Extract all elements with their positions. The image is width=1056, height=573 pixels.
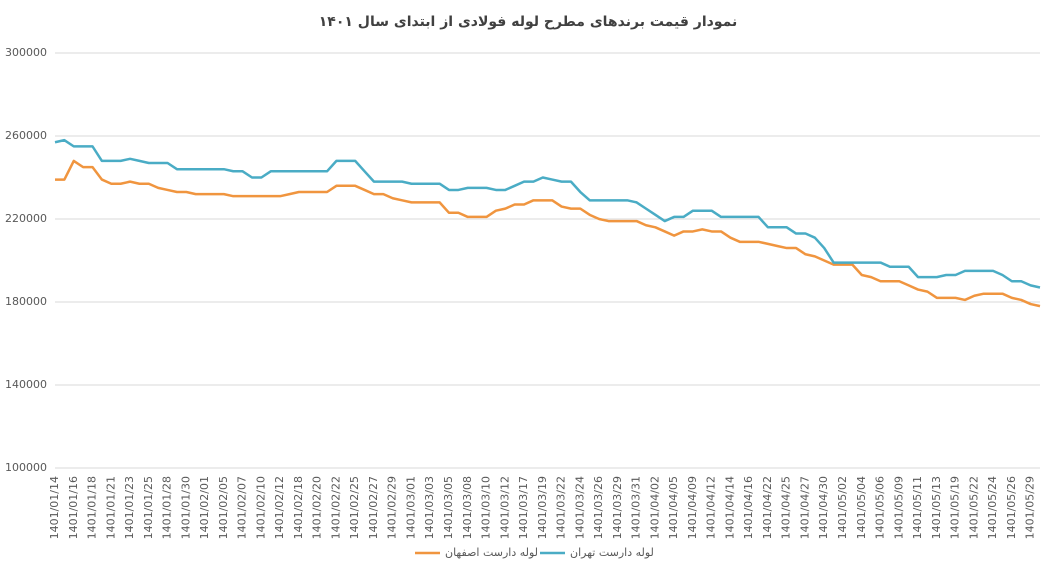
- x-tick-label: 1401/02/22: [329, 476, 342, 539]
- x-tick-label: 1401/05/26: [1005, 476, 1018, 539]
- x-tick-label: 1401/01/18: [86, 476, 99, 539]
- x-tick-label: 1401/05/09: [892, 476, 905, 539]
- x-tick-label: 1401/04/09: [686, 476, 699, 539]
- x-tick-label: 1401/03/05: [442, 476, 455, 539]
- x-tick-label: 1401/05/24: [986, 476, 999, 539]
- x-tick-label: 1401/04/14: [723, 476, 736, 539]
- y-tick-label: 100000: [5, 461, 47, 474]
- x-tick-label: 1401/02/07: [236, 476, 249, 539]
- x-tick-label: 1401/05/13: [930, 476, 943, 539]
- x-tick-label: 1401/03/26: [592, 476, 605, 539]
- x-tick-label: 1401/03/19: [536, 476, 549, 539]
- x-tick-label: 1401/02/29: [386, 476, 399, 539]
- x-tick-label: 1401/04/12: [705, 476, 718, 539]
- x-tick-label: 1401/03/17: [517, 476, 530, 539]
- x-tick-label: 1401/01/16: [67, 476, 80, 539]
- x-tick-label: 1401/04/16: [742, 476, 755, 539]
- chart-title: نمودار قیمت برندهای مطرح لوله فولادی از …: [319, 14, 738, 30]
- x-tick-label: 1401/04/27: [798, 476, 811, 539]
- x-tick-label: 1401/03/31: [630, 476, 643, 539]
- x-tick-label: 1401/03/08: [461, 476, 474, 539]
- x-tick-label: 1401/03/24: [573, 476, 586, 539]
- x-tick-label: 1401/02/20: [311, 476, 324, 539]
- legend-label: لوله دارست تهران: [570, 546, 654, 559]
- x-tick-label: 1401/03/12: [498, 476, 511, 539]
- x-tick-label: 1401/05/04: [855, 476, 868, 539]
- x-tick-label: 1401/03/10: [480, 476, 493, 539]
- x-tick-label: 1401/05/02: [836, 476, 849, 539]
- x-tick-label: 1401/04/30: [817, 476, 830, 539]
- x-tick-label: 1401/02/10: [254, 476, 267, 539]
- x-tick-label: 1401/05/22: [967, 476, 980, 539]
- x-tick-label: 1401/02/12: [273, 476, 286, 539]
- x-tick-label: 1401/01/21: [104, 476, 117, 539]
- x-tick-label: 1401/05/11: [911, 476, 924, 539]
- x-tick-label: 1401/01/28: [161, 476, 174, 539]
- x-tick-label: 1401/04/25: [780, 476, 793, 539]
- x-tick-label: 1401/02/25: [348, 476, 361, 539]
- y-tick-label: 300000: [5, 46, 47, 59]
- x-tick-label: 1401/01/14: [48, 476, 61, 539]
- x-tick-label: 1401/05/06: [874, 476, 887, 539]
- x-tick-label: 1401/03/03: [423, 476, 436, 539]
- x-tick-label: 1401/02/18: [292, 476, 305, 539]
- x-tick-label: 1401/04/05: [667, 476, 680, 539]
- x-tick-label: 1401/01/30: [179, 476, 192, 539]
- x-tick-label: 1401/03/22: [555, 476, 568, 539]
- y-tick-label: 260000: [5, 129, 47, 142]
- x-tick-label: 1401/02/01: [198, 476, 211, 539]
- x-tick-label: 1401/03/01: [404, 476, 417, 539]
- y-tick-label: 140000: [5, 378, 47, 391]
- x-tick-label: 1401/04/22: [761, 476, 774, 539]
- x-tick-label: 1401/04/02: [648, 476, 661, 539]
- x-tick-label: 1401/01/23: [123, 476, 136, 539]
- legend-label: لوله دارست اصفهان: [445, 546, 538, 559]
- x-tick-label: 1401/01/25: [142, 476, 155, 539]
- x-tick-label: 1401/02/05: [217, 476, 230, 539]
- series-line: [54, 138, 1041, 289]
- x-tick-label: 1401/02/27: [367, 476, 380, 539]
- x-tick-label: 1401/05/19: [949, 476, 962, 539]
- y-tick-label: 180000: [5, 295, 47, 308]
- series-line: [55, 159, 1041, 308]
- y-tick-label: 220000: [5, 212, 47, 225]
- x-tick-label: 1401/03/29: [611, 476, 624, 539]
- x-tick-label: 1401/05/29: [1024, 476, 1037, 539]
